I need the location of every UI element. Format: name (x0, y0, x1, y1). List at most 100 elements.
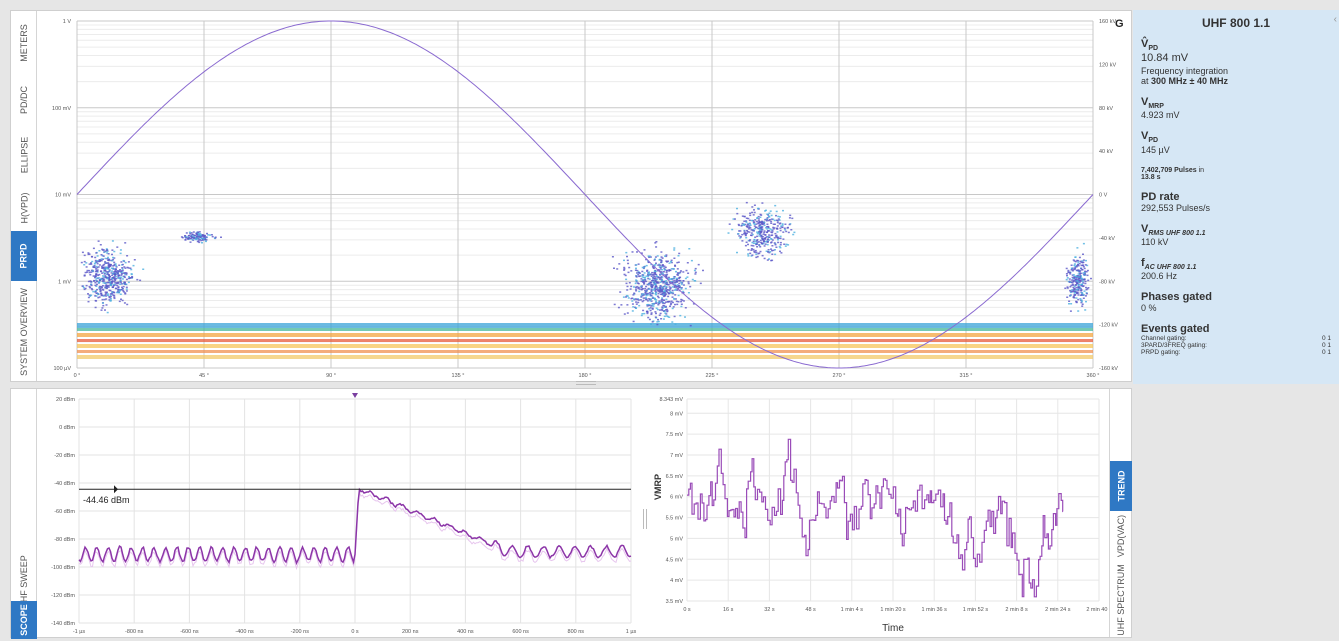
prpd-pulse (647, 255, 650, 257)
prpd-pulse (692, 303, 695, 305)
prpd-pulse (635, 288, 637, 290)
prpd-pulse (672, 282, 674, 284)
prpd-pulse (665, 260, 668, 262)
tab-scope[interactable]: SCOPE (11, 601, 37, 639)
prpd-pulse (118, 264, 121, 266)
prpd-pulse (101, 248, 104, 251)
prpd-pulse (664, 274, 667, 276)
prpd-pulse (100, 265, 103, 268)
prpd-pulse (766, 259, 769, 261)
prpd-pulse (781, 223, 784, 225)
prpd-pulse (106, 257, 109, 260)
prpd-pulse (653, 270, 656, 273)
prpd-pulse (108, 296, 111, 299)
tab-system-overview[interactable]: SYSTEM OVERVIEW (11, 281, 37, 383)
prpd-pulse (186, 237, 189, 240)
prpd-pulse (107, 264, 110, 267)
trigger-marker-icon[interactable] (352, 393, 358, 398)
prpd-pulse (1081, 293, 1083, 296)
prpd-pulse (95, 268, 97, 270)
prpd-pulse (1082, 297, 1085, 299)
prpd-pulse (211, 235, 214, 238)
vertical-splitter[interactable] (643, 509, 647, 529)
prpd-pulse (652, 305, 655, 307)
prpd-pulse (656, 289, 659, 292)
collapse-icon[interactable]: ‹ (1333, 14, 1337, 25)
prpd-pulse (770, 214, 773, 217)
prpd-left-tick: 100 mV (52, 106, 71, 112)
tab-vpd-vac[interactable]: VPD(VAC) (1110, 511, 1132, 561)
prpd-pulse (104, 293, 107, 295)
prpd-pulse (787, 226, 789, 229)
prpd-pulse (117, 286, 120, 288)
prpd-pulse (113, 278, 115, 280)
prpd-pulse (113, 264, 116, 267)
prpd-pulse (675, 285, 678, 288)
prpd-pulse (198, 233, 200, 236)
prpd-pulse (678, 282, 681, 285)
prpd-pulse (736, 251, 738, 254)
prpd-pulse (101, 286, 103, 289)
prpd-left-tick: 10 mV (55, 193, 71, 199)
prpd-pulse (1084, 282, 1087, 285)
prpd-pulse (632, 320, 635, 323)
prpd-pulse (107, 264, 110, 266)
prpd-pulse (758, 222, 761, 224)
prpd-pulse (111, 291, 114, 293)
tab-h-vpd-label: H(VPD) (19, 192, 29, 224)
prpd-pulse (759, 224, 762, 226)
prpd-pulse (779, 229, 782, 232)
prpd-pulse (189, 241, 192, 243)
tab-prpd[interactable]: PRPD (11, 231, 37, 281)
tab-meters[interactable]: METERS (11, 11, 37, 75)
scope-y-tick: -20 dBm (54, 453, 75, 459)
prpd-pulse (669, 303, 672, 306)
prpd-pulse (98, 273, 101, 276)
prpd-pulse (187, 238, 190, 240)
prpd-pulse (741, 215, 744, 217)
tab-pd-dc[interactable]: PD/DC (11, 75, 37, 125)
prpd-pulse (626, 259, 629, 262)
prpd-pulse (652, 274, 655, 276)
tab-ellipse[interactable]: ELLIPSE (11, 125, 37, 185)
prpd-pulse (665, 275, 668, 277)
prpd-pulse (640, 278, 643, 280)
prpd-pulse (1079, 260, 1082, 263)
prpd-pulse (774, 223, 776, 225)
prpd-pulse (102, 282, 105, 284)
prpd-pulse (640, 295, 643, 297)
prpd-pulse (1080, 261, 1083, 263)
prpd-pulse (105, 284, 108, 286)
prpd-pulse (201, 242, 203, 244)
prpd-pulse (767, 215, 770, 217)
tab-uhf-spectrum[interactable]: UHF SPECTRUM (1110, 561, 1132, 639)
prpd-pulse (734, 218, 736, 220)
events-row-label: PRPD gating: (1141, 348, 1181, 356)
threshold-arrow-icon[interactable] (114, 485, 118, 494)
tab-trend[interactable]: TREND (1110, 461, 1132, 511)
prpd-pulse (664, 255, 666, 257)
prpd-pulse (210, 234, 213, 236)
prpd-right-tick: 120 kV (1099, 62, 1116, 68)
prpd-pulse (653, 282, 656, 284)
prpd-pulse (634, 306, 637, 309)
tab-uhf-sweep[interactable]: UHF SWEEP (11, 389, 37, 609)
prpd-pulse (660, 289, 663, 291)
prpd-pulse (93, 280, 95, 282)
prpd-pulse (1083, 267, 1086, 270)
prpd-pulse (667, 291, 670, 294)
prpd-pulse (625, 294, 628, 297)
prpd-pulse (641, 300, 644, 303)
splitter-handle[interactable] (576, 381, 596, 385)
prpd-pulse (102, 275, 104, 277)
pulses-in: in (1196, 166, 1205, 174)
prpd-pulse (779, 237, 782, 240)
prpd-pulse (650, 313, 653, 315)
prpd-pulse (113, 281, 116, 283)
trend-x-tick: 1 min 20 s (880, 607, 906, 613)
trend-x-tick: 1 min 36 s (922, 607, 948, 613)
prpd-pulse (1083, 290, 1086, 292)
tab-h-vpd[interactable]: H(VPD) (11, 185, 37, 231)
prpd-pulse (186, 236, 189, 238)
prpd-pulse (1077, 265, 1080, 267)
